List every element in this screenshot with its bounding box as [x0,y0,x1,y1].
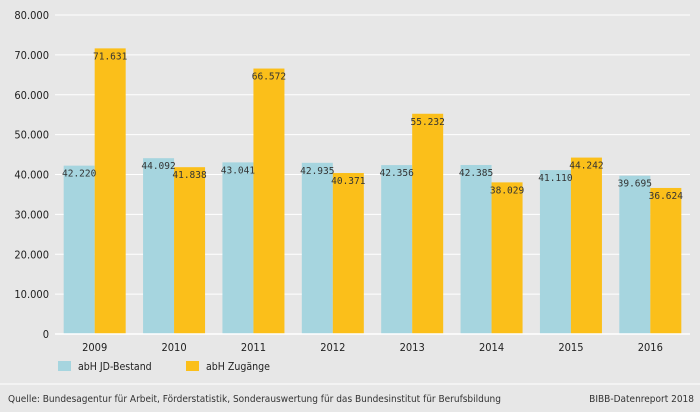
data-label: 55.232 [411,117,445,128]
bar-bestand-2016 [619,175,651,334]
data-label: 41.838 [172,170,207,181]
data-label: 36.624 [649,191,684,202]
data-label: 40.371 [331,176,366,187]
data-label: 39.695 [618,179,652,190]
x-tick-label: 2014 [479,341,504,354]
bar-zugaenge-2010 [174,167,206,334]
data-label: 38.029 [490,185,525,196]
bar-zugaenge-2014 [491,182,523,334]
data-label: 71.631 [93,51,128,62]
data-label: 66.572 [252,72,286,83]
bar-bestand-2010 [143,158,175,334]
bar-zugaenge-2015 [570,157,602,334]
legend-label-bestand: abH JD-Bestand [78,361,152,373]
y-tick-label: 30.000 [14,208,49,221]
x-tick-label: 2010 [161,341,186,354]
x-axis-categories: 2009 2010 2011 2012 2013 2014 2015 2016 [82,341,663,354]
y-tick-label: 0 [43,328,49,341]
y-tick-label: 80.000 [14,9,49,22]
bar-bestand-2013 [381,165,413,334]
data-label: 43.041 [221,165,256,176]
source-note: Quelle: Bundesagentur für Arbeit, Förder… [8,394,501,405]
footer-background [0,385,700,412]
y-tick-label: 20.000 [14,248,49,261]
bar-zugaenge-2011 [253,68,285,334]
data-label: 42.220 [62,169,97,180]
bars [63,48,682,335]
bar-bestand-2015 [539,170,571,334]
legend-swatch-bestand [58,361,71,371]
y-tick-label: 10.000 [14,288,49,301]
bar-bestand-2011 [222,162,254,334]
x-tick-label: 2011 [241,341,266,354]
bar-bestand-2012 [301,162,333,334]
legend: abH JD-Bestand abH Zugänge [58,361,270,373]
x-tick-label: 2009 [82,341,107,354]
data-label: 42.935 [300,166,334,177]
data-label: 41.110 [538,173,573,184]
data-label: 42.356 [380,168,415,179]
y-tick-label: 40.000 [14,169,49,182]
legend-label-zugaenge: abH Zugänge [206,361,270,373]
x-tick-label: 2015 [558,341,583,354]
legend-swatch-zugaenge [186,361,199,371]
y-tick-label: 50.000 [14,129,49,142]
data-label: 44.242 [569,161,603,172]
data-label: 42.385 [459,168,493,179]
y-tick-label: 70.000 [14,49,49,62]
bar-bestand-2009 [63,165,95,334]
data-label: 44.092 [141,161,175,172]
x-tick-label: 2012 [320,341,345,354]
x-tick-label: 2016 [638,341,663,354]
bar-zugaenge-2012 [332,173,364,334]
bar-zugaenge-2016 [650,187,682,334]
credit-note: BIBB-Datenreport 2018 [589,394,694,405]
x-tick-label: 2013 [400,341,425,354]
bar-bestand-2014 [460,164,492,334]
y-axis-ticks: 0 10.000 20.000 30.000 40.000 50.000 60.000 70.… [14,9,49,341]
y-tick-label: 60.000 [14,89,49,102]
bar-zugaenge-2013 [412,113,444,335]
bar-zugaenge-2009 [94,48,126,334]
